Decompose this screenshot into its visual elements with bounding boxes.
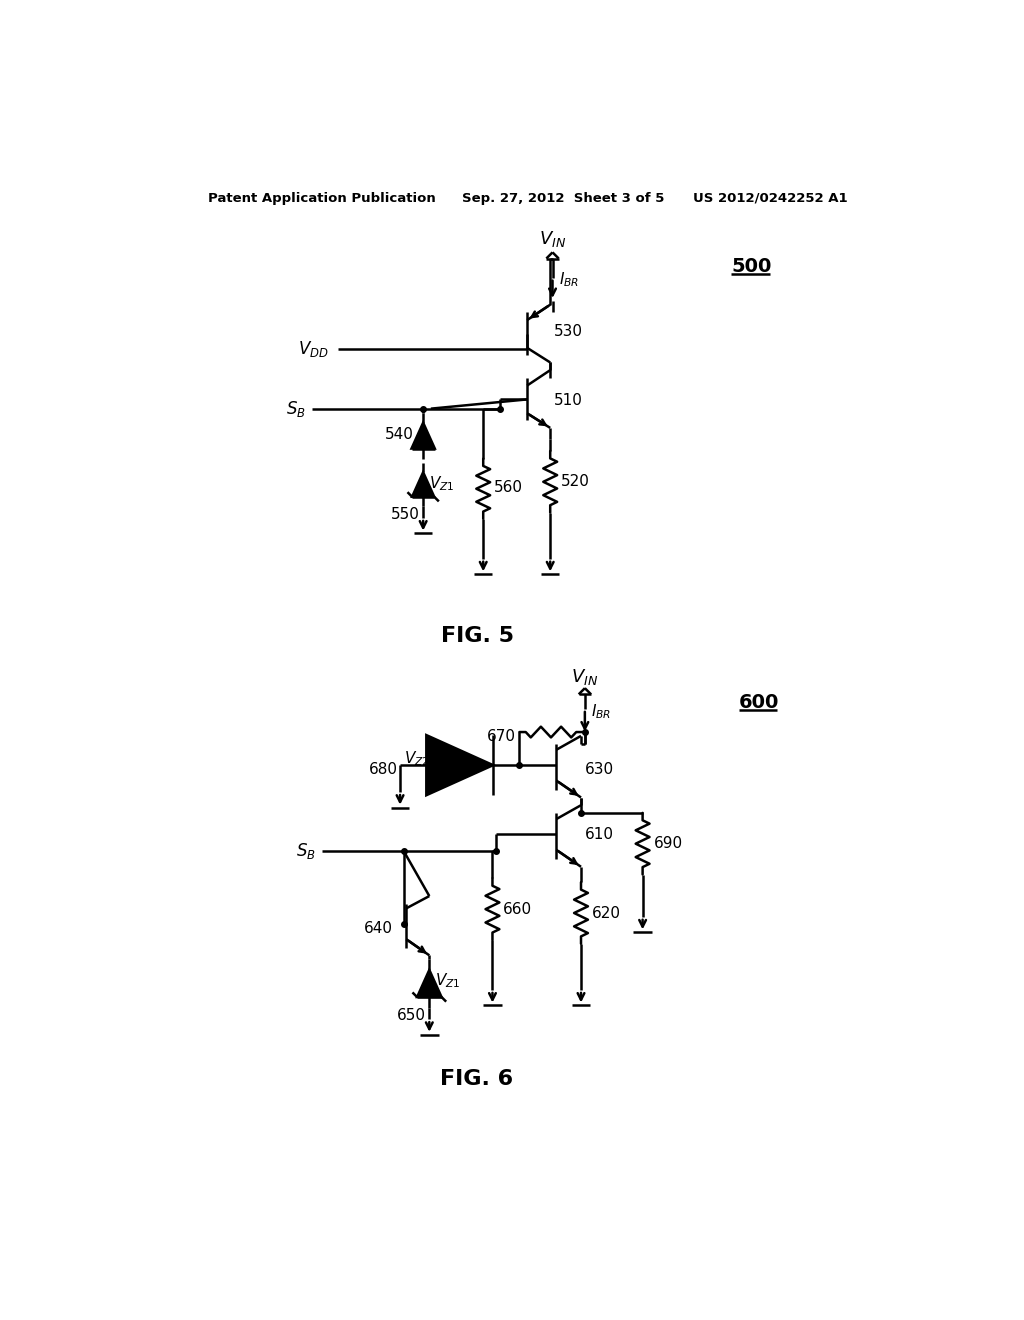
Text: 520: 520	[561, 474, 590, 490]
Text: 690: 690	[653, 836, 683, 851]
Text: 660: 660	[503, 902, 532, 916]
Text: $V_{Z1}$: $V_{Z1}$	[429, 475, 455, 494]
Text: 500: 500	[731, 256, 771, 276]
Text: FIG. 5: FIG. 5	[440, 626, 514, 645]
Text: $I_{BR}$: $I_{BR}$	[559, 271, 579, 289]
Text: $I_{BR}$: $I_{BR}$	[591, 702, 611, 721]
Text: US 2012/0242252 A1: US 2012/0242252 A1	[692, 191, 847, 205]
Polygon shape	[417, 970, 441, 997]
Text: 600: 600	[739, 693, 779, 711]
Text: 680: 680	[370, 762, 398, 776]
Text: 550: 550	[391, 507, 420, 521]
Text: Patent Application Publication: Patent Application Publication	[208, 191, 435, 205]
Text: $S_B$: $S_B$	[296, 841, 315, 862]
Text: FIG. 6: FIG. 6	[440, 1069, 514, 1089]
Text: 560: 560	[494, 480, 523, 495]
Polygon shape	[412, 473, 434, 496]
Text: Sep. 27, 2012  Sheet 3 of 5: Sep. 27, 2012 Sheet 3 of 5	[462, 191, 664, 205]
Text: 510: 510	[554, 393, 583, 408]
Text: $V_{Z2}$: $V_{Z2}$	[403, 750, 429, 768]
Text: 650: 650	[397, 1008, 426, 1023]
Text: $V_{IN}$: $V_{IN}$	[571, 667, 598, 686]
Text: 610: 610	[585, 826, 613, 842]
Text: 640: 640	[364, 921, 393, 936]
Text: 530: 530	[554, 325, 583, 339]
Text: 630: 630	[585, 762, 614, 776]
Text: $V_{Z1}$: $V_{Z1}$	[435, 972, 461, 990]
Text: 670: 670	[486, 730, 515, 744]
Polygon shape	[412, 422, 435, 449]
Text: 620: 620	[592, 906, 621, 920]
Text: $V_{DD}$: $V_{DD}$	[298, 339, 330, 359]
Polygon shape	[426, 735, 494, 795]
Text: 540: 540	[385, 426, 414, 442]
Text: $V_{IN}$: $V_{IN}$	[539, 230, 566, 249]
Text: $S_B$: $S_B$	[286, 399, 305, 418]
